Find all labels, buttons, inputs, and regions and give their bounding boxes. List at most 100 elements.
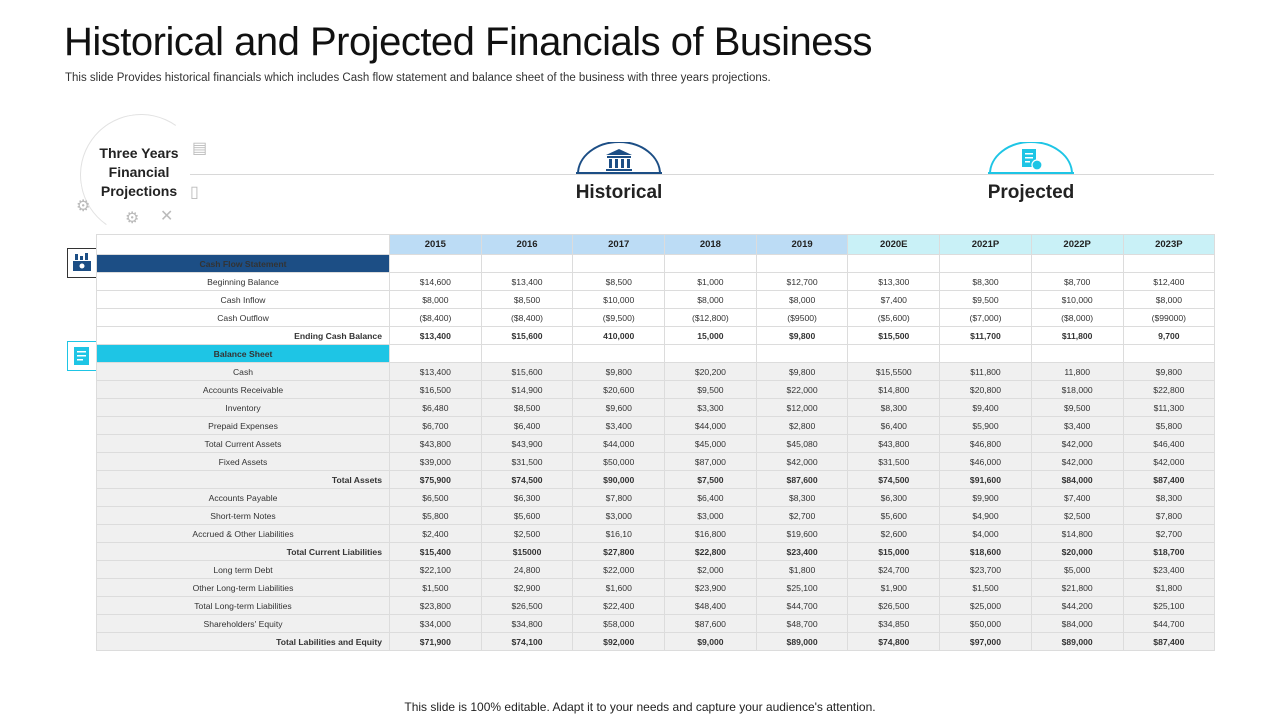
value-cell: $89,000: [755, 632, 849, 651]
value-cell: $22,800: [1122, 380, 1216, 399]
empty-cell: [939, 254, 1032, 273]
table-row: Cash $13,400 $15,600 $9,800 $20,200 $9,800 $15…: [96, 362, 1216, 381]
value-cell: $15,600: [480, 362, 574, 381]
value-cell: $15,500: [847, 326, 941, 345]
empty-cell: [1122, 254, 1216, 273]
value-cell: $6,500: [389, 488, 482, 507]
empty-cell: [847, 254, 941, 273]
value-cell: $14,800: [1030, 524, 1124, 543]
value-cell: $14,600: [389, 272, 482, 291]
value-cell: ($99000): [1122, 308, 1216, 327]
value-cell: $5,600: [480, 506, 574, 525]
table-row: Accrued & Other Liabilities $2,400 $2,500 $…: [96, 524, 1216, 543]
value-cell: $5,000: [1030, 560, 1124, 579]
value-cell: $9,500: [1030, 398, 1124, 417]
value-cell: $87,600: [664, 614, 757, 633]
value-cell: $15,5500: [847, 362, 941, 381]
value-cell: $10,000: [572, 290, 666, 309]
divider-line: [190, 174, 1214, 175]
value-cell: $3,000: [572, 506, 666, 525]
value-cell: $8,500: [480, 398, 574, 417]
value-cell: $44,200: [1030, 596, 1124, 615]
value-cell: $14,900: [480, 380, 574, 399]
row-label: Beginning Balance: [96, 272, 390, 291]
value-cell: $9,400: [939, 398, 1032, 417]
empty-cell: [939, 344, 1032, 363]
value-cell: $1,900: [847, 578, 941, 597]
value-cell: $46,800: [939, 434, 1032, 453]
value-cell: $15,000: [847, 542, 941, 561]
ledger-icon: [67, 341, 97, 371]
value-cell: $46,400: [1122, 434, 1216, 453]
value-cell: $13,400: [389, 362, 482, 381]
value-cell: $25,100: [755, 578, 849, 597]
page-title: Historical and Projected Financials of B…: [64, 20, 873, 64]
value-cell: $18,700: [1122, 542, 1216, 561]
row-label: Short-term Notes: [96, 506, 390, 525]
value-cell: $84,000: [1030, 470, 1124, 489]
value-cell: ($5,600): [847, 308, 941, 327]
value-cell: $6,400: [847, 416, 941, 435]
value-cell: ($7,000): [939, 308, 1032, 327]
value-cell: 9,700: [1122, 326, 1216, 345]
value-cell: $22,800: [664, 542, 757, 561]
empty-cell: [1030, 344, 1124, 363]
row-label: Long term Debt: [96, 560, 390, 579]
value-cell: $9,800: [755, 326, 849, 345]
value-cell: $1,000: [664, 272, 757, 291]
row-label-header: [96, 234, 390, 255]
row-label: Cash Outflow: [96, 308, 390, 327]
settings-icon: ⚙: [76, 198, 91, 215]
value-cell: $13,400: [389, 326, 482, 345]
financials-table: 2015 2016 2017 2018 2019 2020E 2021P 2022P 2023P…: [96, 234, 1216, 651]
year-header-row: 2015 2016 2017 2018 2019 2020E 2021P 2022P 2023P: [96, 234, 1216, 255]
value-cell: $4,000: [939, 524, 1032, 543]
empty-cell: [847, 344, 941, 363]
table-row: Total Current Liabilities $15,400 $15000 $2…: [96, 542, 1216, 561]
value-cell: $89,000: [1030, 632, 1124, 651]
table-row: Total Long-term Liabilities $23,800 $26,50…: [96, 596, 1216, 615]
empty-cell: [755, 344, 849, 363]
empty-cell: [1030, 254, 1124, 273]
table-row: Cash Outflow ($8,400) ($8,400) ($9,500) ($12…: [96, 308, 1216, 327]
empty-cell: [1122, 344, 1216, 363]
empty-cell: [664, 344, 757, 363]
value-cell: $8,000: [664, 290, 757, 309]
value-cell: $9,900: [939, 488, 1032, 507]
value-cell: $84,000: [1030, 614, 1124, 633]
projected-heading: Projected: [987, 182, 1075, 203]
value-cell: $23,400: [755, 542, 849, 561]
table-row: Ending Cash Balance $13,400 $15,600 410,000…: [96, 326, 1216, 345]
value-cell: $18,600: [939, 542, 1032, 561]
row-label: Total Current Assets: [96, 434, 390, 453]
value-cell: $11,300: [1122, 398, 1216, 417]
value-cell: $23,700: [939, 560, 1032, 579]
value-cell: $42,000: [1030, 452, 1124, 471]
value-cell: $11,800: [1030, 326, 1124, 345]
table-row: Prepaid Expenses $6,700 $6,400 $3,400 $44,00…: [96, 416, 1216, 435]
value-cell: ($12,800): [664, 308, 757, 327]
value-cell: $74,100: [480, 632, 574, 651]
value-cell: $43,800: [847, 434, 941, 453]
value-cell: $16,800: [664, 524, 757, 543]
value-cell: $9,600: [572, 398, 666, 417]
value-cell: $43,800: [389, 434, 482, 453]
value-cell: $58,000: [572, 614, 666, 633]
value-cell: $91,600: [939, 470, 1032, 489]
value-cell: $87,400: [1122, 632, 1216, 651]
row-label: Total Assets: [96, 470, 390, 489]
bank-icon: [576, 142, 662, 174]
value-cell: $39,000: [389, 452, 482, 471]
value-cell: $7,800: [572, 488, 666, 507]
row-label: Total Current Liabilities: [96, 542, 390, 561]
value-cell: $22,000: [755, 380, 849, 399]
value-cell: $18,000: [1030, 380, 1124, 399]
value-cell: $92,000: [572, 632, 666, 651]
value-cell: $5,900: [939, 416, 1032, 435]
value-cell: $5,800: [1122, 416, 1216, 435]
value-cell: $5,600: [847, 506, 941, 525]
value-cell: $46,000: [939, 452, 1032, 471]
value-cell: $15000: [480, 542, 574, 561]
value-cell: $8,500: [572, 272, 666, 291]
value-cell: $12,000: [755, 398, 849, 417]
